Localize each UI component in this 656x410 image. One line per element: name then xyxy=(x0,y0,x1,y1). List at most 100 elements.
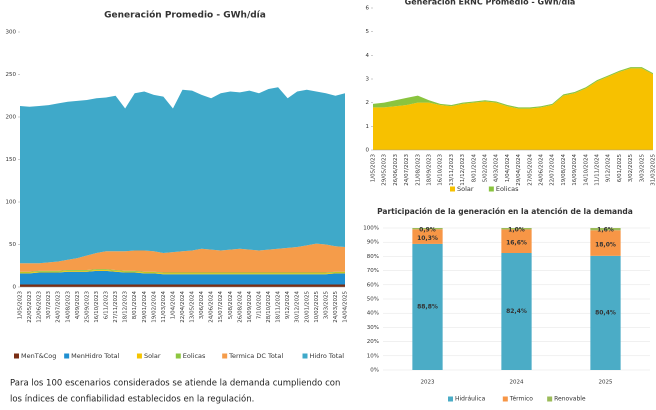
bar-segment xyxy=(501,229,532,253)
x-tick-label: 29/05/2023 xyxy=(382,154,388,186)
legend-swatch xyxy=(502,396,508,402)
value-label: 82,4% xyxy=(506,308,527,315)
x-tick-label: 24/06/2024 xyxy=(209,291,215,323)
y-tick-label: 50 xyxy=(9,242,16,248)
bar-segment xyxy=(501,228,532,230)
note-line: los índices de confiabilidad establecido… xyxy=(10,394,254,405)
y-tick-label: 80% xyxy=(367,254,379,260)
x-tick-label: 9/12/2024 xyxy=(606,154,612,183)
legend-swatch xyxy=(302,353,308,359)
x-tick-label: 1/05/2023 xyxy=(371,154,377,183)
x-tick-label: 29/04/2024 xyxy=(516,154,522,186)
y-tick-label: 90% xyxy=(367,240,379,246)
area xyxy=(20,87,345,264)
x-tick-label: 31/03/2025 xyxy=(651,154,656,186)
y-tick-label: 0 xyxy=(13,285,17,291)
x-tick-label: 8/01/2024 xyxy=(471,154,477,183)
x-tick-label: 3/02/2025 xyxy=(628,154,634,183)
legend-swatch xyxy=(136,353,142,359)
x-tick-label: 16/10/2023 xyxy=(94,291,100,323)
area xyxy=(373,67,653,109)
note-line: Para los 100 escenarios considerados se … xyxy=(10,379,340,389)
x-tick-label: 14/10/2024 xyxy=(583,154,589,186)
x-tick-label: 6/01/2025 xyxy=(617,154,623,183)
x-tick-label: 9/12/2024 xyxy=(285,291,291,320)
y-tick-label: 6 xyxy=(366,6,370,12)
x-tick-label: 16/10/2023 xyxy=(438,154,444,186)
legend-swatch xyxy=(448,396,453,402)
legend-label: Hidro Total xyxy=(310,352,345,360)
legend-label: Hidráulica xyxy=(455,396,486,403)
x-tick-label: 8/01/2024 xyxy=(132,291,138,320)
x-tick-label: 4/03/2024 xyxy=(494,154,500,183)
x-tick-label: 3/03/2025 xyxy=(639,154,645,183)
bar-segment xyxy=(590,228,621,231)
x-tick-label: 5/08/2024 xyxy=(228,291,234,320)
legend-label: Eolicas xyxy=(496,185,519,193)
y-tick-label: 50% xyxy=(367,297,379,303)
x-tick-label: 1/04/2024 xyxy=(170,291,176,320)
legend-swatch xyxy=(450,186,455,192)
x-tick-label: 24/07/2023 xyxy=(404,154,410,186)
x-tick-label: 5/02/2024 xyxy=(483,154,489,183)
x-tick-label: 11/03/2024 xyxy=(161,291,167,323)
y-tick-label: 10% xyxy=(367,353,379,359)
x-tick-label: 4/09/2023 xyxy=(75,291,81,320)
x-tick-label: 20/01/2025 xyxy=(304,291,310,323)
y-tick-label: 300 xyxy=(6,30,17,36)
y-tick-label: 0 xyxy=(366,148,370,154)
x-tick-label: 3/06/2024 xyxy=(199,291,205,320)
area xyxy=(20,243,345,273)
legend-swatch xyxy=(547,396,553,402)
bar-segment xyxy=(590,255,621,370)
value-label: 10,3% xyxy=(417,235,438,242)
x-tick-label: 25/09/2023 xyxy=(84,291,90,323)
y-tick-label: 1 xyxy=(366,124,370,130)
x-tick-label: 24/03/2025 xyxy=(333,291,339,323)
value-label: 80,4% xyxy=(595,309,616,316)
x-tick-label: 7/10/2024 xyxy=(256,291,262,320)
x-tick-label: 30/12/2024 xyxy=(295,291,301,323)
y-tick-label: 100% xyxy=(363,226,379,232)
x-tick-label: 14/04/2025 xyxy=(343,291,349,323)
x-tick-label: 2023 xyxy=(421,380,435,386)
y-tick-label: 70% xyxy=(367,268,379,274)
legend-swatch xyxy=(14,353,19,359)
x-tick-label: 16/09/2024 xyxy=(247,291,253,323)
legend-label: Termica DC Total xyxy=(228,352,283,360)
x-tick-label: 26/06/2023 xyxy=(393,154,399,186)
x-tick-label: 3/03/2025 xyxy=(323,291,329,320)
y-tick-label: 60% xyxy=(367,282,379,288)
y-tick-label: 20% xyxy=(367,339,379,345)
bar-segment xyxy=(501,252,532,370)
y-tick-label: 150 xyxy=(6,157,17,163)
x-tick-label: 13/05/2024 xyxy=(190,291,196,323)
y-tick-label: 200 xyxy=(6,115,17,121)
x-tick-label: 13/11/2023 xyxy=(449,154,455,186)
chart-title: Generación Promedio - GWh/día xyxy=(104,10,266,21)
legend-label: Solar xyxy=(144,352,161,360)
value-label: 0,9% xyxy=(419,227,436,234)
y-tick-label: 4 xyxy=(366,53,370,59)
x-tick-label: 11/11/2024 xyxy=(595,154,601,186)
x-tick-label: 2024 xyxy=(510,380,524,386)
x-tick-label: 12/06/2023 xyxy=(37,291,43,323)
x-tick-label: 18/12/2023 xyxy=(123,291,129,323)
y-tick-label: 3 xyxy=(366,77,370,83)
x-tick-label: 16/09/2024 xyxy=(572,154,578,186)
x-tick-label: 14/08/2023 xyxy=(65,291,71,323)
x-tick-label: 2025 xyxy=(599,380,613,386)
legend-label: MenHidro Total xyxy=(71,352,119,360)
chart-title: Participación de la generación en la ate… xyxy=(377,207,633,216)
x-tick-label: 1/05/2023 xyxy=(18,291,24,320)
x-tick-label: 3/07/2023 xyxy=(46,291,52,320)
y-tick-label: 0% xyxy=(370,368,379,374)
x-tick-label: 22/07/2024 xyxy=(550,154,556,186)
legend-swatch xyxy=(175,353,181,359)
bar-segment xyxy=(412,228,443,230)
x-tick-label: 18/11/2024 xyxy=(276,291,282,323)
x-tick-label: 19/08/2024 xyxy=(561,154,567,186)
bar-segment xyxy=(412,243,443,370)
area xyxy=(20,284,345,287)
value-label: 16,6% xyxy=(506,240,527,247)
